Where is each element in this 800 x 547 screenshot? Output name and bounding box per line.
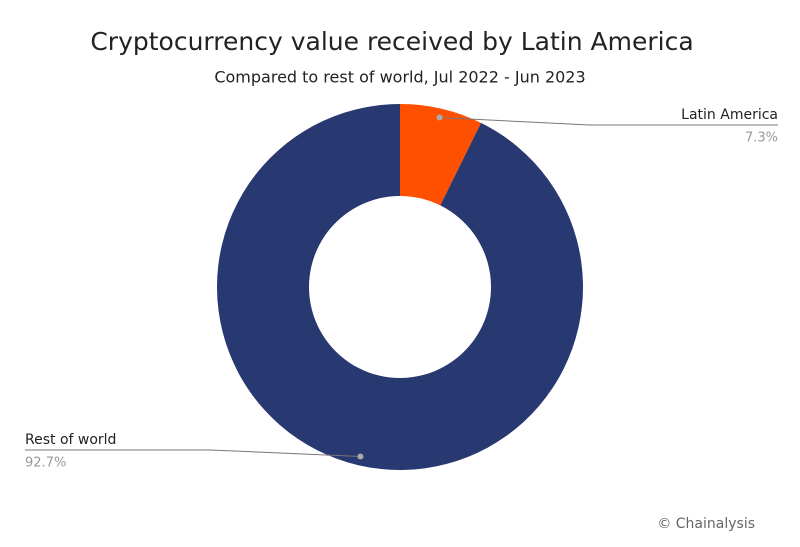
chart-subtitle: Compared to rest of world, Jul 2022 - Ju… — [214, 68, 585, 87]
leader-line — [25, 449, 361, 457]
leader-dot — [357, 453, 364, 460]
slice-label: Rest of world — [25, 432, 116, 448]
slice-label: Latin America — [681, 107, 778, 123]
value-label: 92.7% — [25, 456, 66, 471]
credit: © Chainalysis — [657, 516, 755, 532]
value-label: 7.3% — [745, 131, 778, 146]
leader-line — [439, 117, 778, 126]
leader-dot — [436, 114, 443, 121]
donut-slice — [216, 104, 583, 470]
donut-slice — [400, 104, 482, 206]
chart-title: Cryptocurrency value received by Latin A… — [90, 27, 693, 56]
